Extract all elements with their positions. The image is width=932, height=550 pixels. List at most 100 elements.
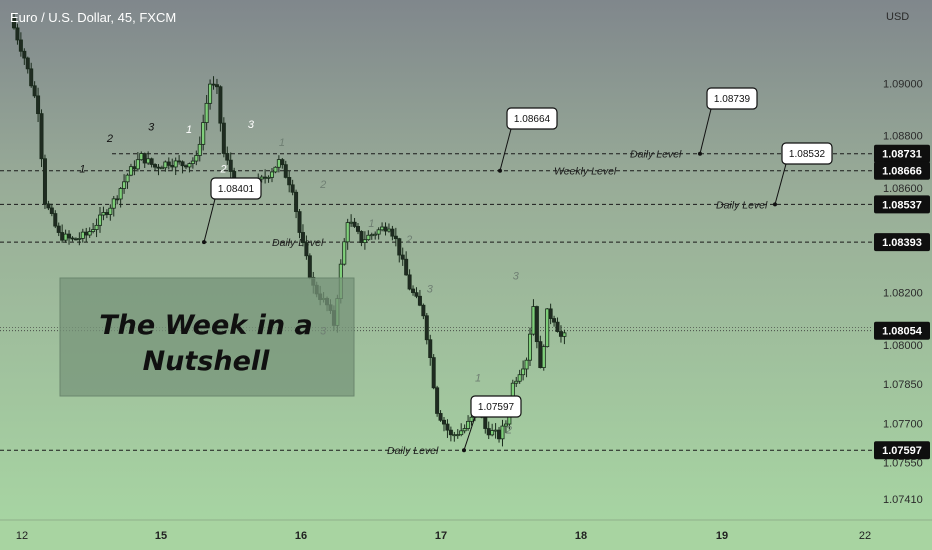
wave-label: 3 bbox=[248, 119, 255, 131]
candle-bullish bbox=[87, 227, 92, 238]
x-tick-label: 19 bbox=[716, 530, 728, 542]
candle-bearish bbox=[445, 419, 450, 438]
candle-bearish bbox=[280, 157, 285, 169]
wave-label: 3 bbox=[148, 121, 155, 133]
candle-bearish bbox=[424, 312, 429, 345]
callout-pointer bbox=[774, 163, 787, 205]
candle-bearish bbox=[166, 157, 171, 170]
wave-label: 1 bbox=[79, 163, 85, 175]
currency-label: USD bbox=[886, 11, 909, 23]
callout-box[interactable] bbox=[470, 395, 522, 418]
candle-bearish bbox=[534, 305, 539, 349]
wave-label: 2 bbox=[219, 163, 226, 175]
candle-bullish bbox=[208, 79, 213, 110]
callout-price: 1.08664 bbox=[514, 114, 551, 125]
candle-bearish bbox=[36, 87, 41, 123]
candle-bullish bbox=[197, 136, 202, 162]
callout-box[interactable] bbox=[210, 177, 262, 200]
candle-bearish bbox=[56, 222, 61, 237]
candle-bullish bbox=[514, 376, 519, 387]
callout-anchor bbox=[773, 202, 777, 207]
candle-bearish bbox=[431, 354, 436, 390]
candle-bullish bbox=[373, 231, 378, 240]
callout-box[interactable] bbox=[506, 107, 558, 130]
candle-bullish bbox=[125, 173, 130, 189]
wave-label: 2 bbox=[405, 234, 412, 246]
candle-bearish bbox=[400, 247, 405, 266]
time-axis-band bbox=[0, 520, 932, 550]
candle-bearish bbox=[29, 62, 34, 88]
x-tick-label: 12 bbox=[16, 530, 28, 542]
candle-bearish bbox=[307, 253, 312, 280]
candle-bearish bbox=[228, 152, 233, 178]
candle-bearish bbox=[39, 109, 44, 168]
y-tick-label: 1.08600 bbox=[883, 183, 923, 195]
callout-pointer bbox=[203, 198, 216, 243]
y-tick-label: 1.07700 bbox=[883, 418, 923, 430]
candle-bullish bbox=[135, 152, 140, 172]
x-tick-label: 17 bbox=[435, 530, 447, 542]
candle-bullish bbox=[111, 195, 116, 217]
candle-bullish bbox=[94, 218, 99, 238]
candle-bullish bbox=[528, 327, 533, 366]
candle-bullish bbox=[159, 165, 164, 170]
candle-bearish bbox=[18, 32, 23, 57]
candle-bearish bbox=[225, 146, 230, 165]
candle-bearish bbox=[180, 160, 185, 174]
candle-bullish bbox=[562, 329, 567, 345]
level-price-badge bbox=[874, 161, 930, 180]
candle-bullish bbox=[366, 230, 371, 241]
candle-bearish bbox=[25, 56, 30, 74]
candle-bearish bbox=[287, 170, 292, 193]
candle-bearish bbox=[297, 209, 302, 239]
candle-bullish bbox=[118, 187, 123, 208]
y-tick-label: 1.08200 bbox=[883, 288, 923, 300]
x-tick-label: 22 bbox=[859, 530, 871, 542]
callout-price: 1.08532 bbox=[789, 149, 826, 160]
candle-bullish bbox=[455, 429, 460, 439]
wave-label: 2 bbox=[505, 425, 512, 437]
candle-bearish bbox=[428, 334, 433, 366]
candle-bearish bbox=[67, 230, 72, 245]
candle-bearish bbox=[390, 225, 395, 241]
level-price-badge-text: 1.08393 bbox=[882, 237, 922, 249]
candle-bearish bbox=[42, 154, 47, 209]
candle-bullish bbox=[190, 157, 195, 169]
candle-bearish bbox=[300, 224, 305, 247]
wave-label: 1 bbox=[279, 137, 285, 149]
candle-bearish bbox=[283, 160, 288, 179]
candle-bullish bbox=[269, 167, 274, 183]
candle-bearish bbox=[548, 303, 553, 325]
headline-line-1: The Week in a bbox=[99, 310, 312, 341]
candle-bullish bbox=[545, 307, 550, 348]
level-price-badge bbox=[874, 441, 930, 460]
candle-bullish bbox=[173, 157, 178, 176]
callout-box[interactable] bbox=[706, 87, 758, 110]
candle-bullish bbox=[362, 231, 367, 250]
level-price-badge-text: 1.08537 bbox=[882, 199, 922, 211]
wave-label: 3 bbox=[513, 270, 520, 282]
candle-bearish bbox=[355, 222, 360, 235]
candle-bearish bbox=[441, 417, 446, 432]
y-tick-label: 1.07550 bbox=[883, 457, 923, 469]
callout-pointer bbox=[463, 416, 476, 451]
level-label: Weekly Level bbox=[554, 166, 617, 178]
wave-label: 3 bbox=[427, 284, 434, 296]
candle-bearish bbox=[218, 85, 223, 132]
callout-anchor bbox=[698, 151, 702, 156]
candle-bearish bbox=[49, 203, 54, 217]
candle-bullish bbox=[524, 357, 529, 378]
callout-pointer bbox=[499, 128, 512, 171]
wave-label: 2 bbox=[106, 133, 113, 145]
level-price-badge bbox=[874, 233, 930, 252]
y-tick-label: 1.09000 bbox=[883, 78, 923, 90]
candle-bearish bbox=[290, 179, 295, 196]
candle-bullish bbox=[376, 227, 381, 240]
y-tick-label: 1.08800 bbox=[883, 131, 923, 143]
candle-bullish bbox=[201, 114, 206, 151]
callout-box[interactable] bbox=[781, 142, 833, 165]
candle-bullish bbox=[462, 424, 467, 434]
